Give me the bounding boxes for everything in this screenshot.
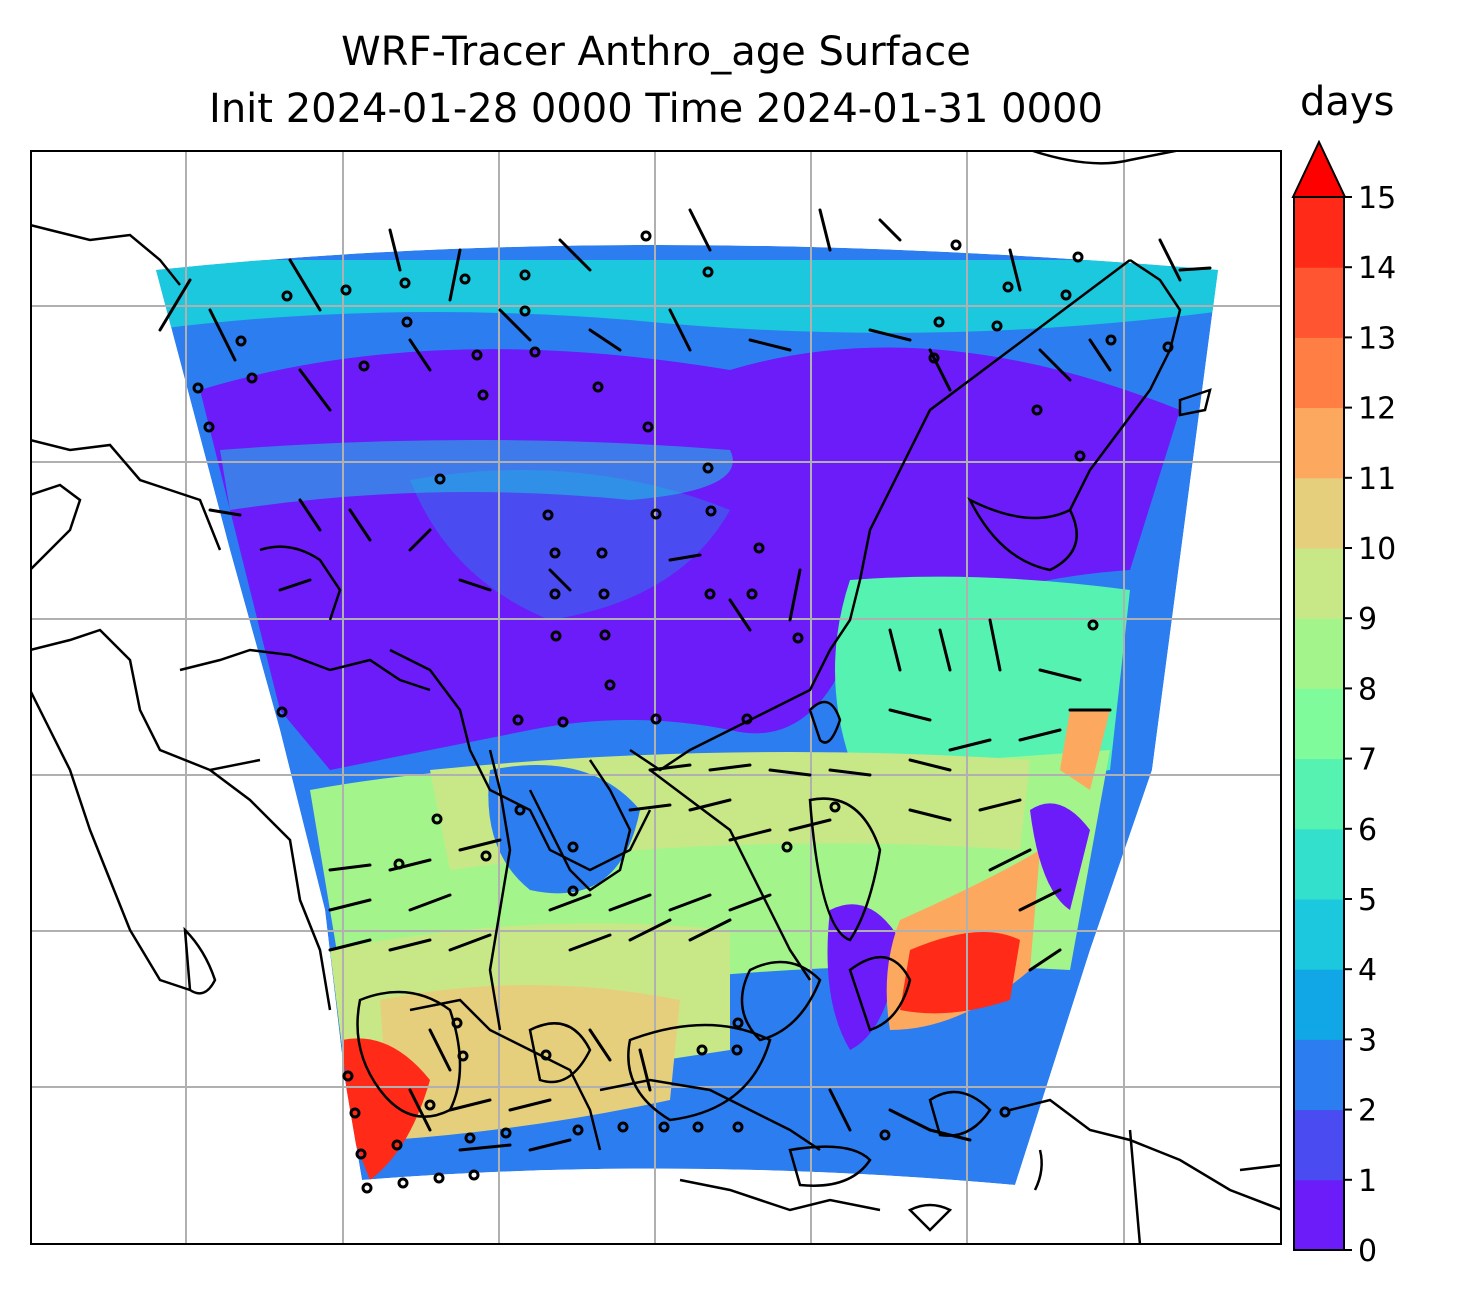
calm-wind-markers [192, 230, 1174, 1194]
colorbar-tick-label: 10 [1358, 532, 1396, 567]
colorbar-tick-label: 6 [1358, 813, 1377, 848]
colorbar-band [1294, 477, 1344, 549]
colorbar-bands [1294, 197, 1344, 1251]
colorbar-band [1294, 688, 1344, 760]
colorbar-extend-arrow [1291, 140, 1347, 198]
colorbar-band [1294, 618, 1344, 689]
colorbar-band [1294, 969, 1344, 1040]
colorbar-band [1294, 197, 1344, 268]
colorbar-tick-label: 3 [1358, 1023, 1377, 1058]
colorbar-band [1294, 1039, 1344, 1111]
colorbar-tick-label: 12 [1358, 392, 1396, 427]
colorbar-band [1294, 899, 1344, 970]
plot-title-line2: Init 2024-01-28 0000 Time 2024-01-31 000… [209, 86, 1103, 132]
colorbar-band [1294, 758, 1344, 830]
colorbar-band [1294, 1109, 1344, 1181]
colorbar-band [1294, 548, 1344, 619]
coastlines [30, 150, 1282, 1245]
colorbar-band [1294, 337, 1344, 409]
colorbar-band [1294, 267, 1344, 338]
colorbar-tick-label: 4 [1358, 953, 1377, 988]
colorbar-unit-label: days [1300, 79, 1395, 125]
colorbar-band [1294, 407, 1344, 479]
colorbar-band [1294, 828, 1344, 900]
colorbar-tick-label: 2 [1358, 1094, 1377, 1129]
tracer-age-field [156, 245, 1218, 1185]
colorbar-band [1294, 1179, 1344, 1251]
colorbar-tick-label: 8 [1358, 672, 1377, 707]
colorbar-outline [1293, 196, 1345, 1251]
colorbar-tick-label: 14 [1358, 251, 1396, 286]
colorbar-tick-label: 15 [1358, 181, 1396, 216]
colorbar-tick-label: 0 [1358, 1234, 1377, 1269]
colorbar-tick-label: 11 [1358, 462, 1396, 497]
colorbar-tick-label: 1 [1358, 1164, 1377, 1199]
map-frame [30, 150, 1282, 1245]
colorbar-tick-label: 7 [1358, 743, 1377, 778]
graticule [30, 150, 1282, 1245]
colorbar-tick-label: 5 [1358, 883, 1377, 918]
map-panel [30, 150, 1282, 1245]
colorbar-tick-label: 9 [1358, 602, 1377, 637]
plot-title-line1: WRF-Tracer Anthro_age Surface [341, 29, 971, 75]
wind-barbs [158, 208, 1212, 1152]
colorbar-tick-label: 13 [1358, 321, 1396, 356]
